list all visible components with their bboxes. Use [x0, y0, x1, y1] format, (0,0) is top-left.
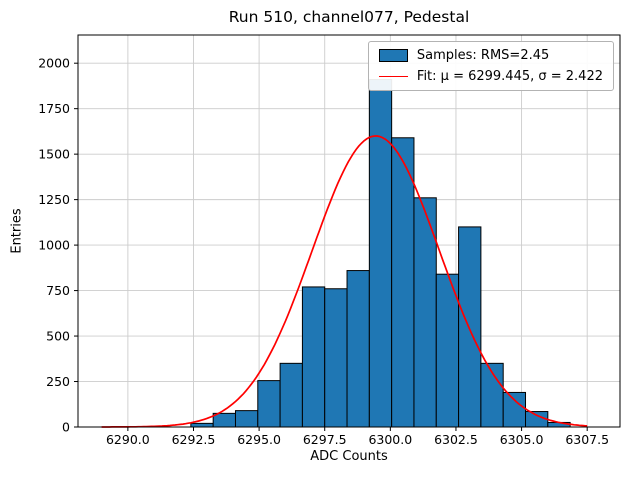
x-tick-label: 6292.5: [172, 432, 216, 447]
y-tick-label: 1750: [38, 101, 70, 116]
chart-title: Run 510, channel077, Pedestal: [228, 8, 470, 26]
y-tick-label: 1500: [38, 147, 70, 162]
y-tick-label: 750: [46, 283, 70, 298]
histogram-bar: [190, 422, 214, 428]
x-tick-label: 6290.0: [106, 432, 150, 447]
y-tick-label: 1250: [38, 192, 70, 207]
y-axis-label: Entries: [9, 208, 25, 254]
legend-item-fit: Fit: μ = 6299.445, σ = 2.422: [378, 69, 603, 84]
fit-line-swatch-icon: [378, 76, 408, 77]
legend-label-samples: Samples: RMS=2.45: [416, 48, 550, 63]
histogram-bar: [368, 79, 393, 428]
x-axis-label: ADC Counts: [310, 449, 388, 464]
histogram-bar: [234, 410, 259, 428]
x-tick-label: 6297.5: [303, 432, 347, 447]
x-tick-label: 6295.0: [237, 432, 281, 447]
histogram-swatch-icon: [378, 49, 408, 62]
histogram-bar: [279, 362, 303, 428]
y-tick-label: 1000: [38, 238, 70, 253]
axes-frame: [77, 34, 621, 428]
legend: Samples: RMS=2.45 Fit: μ = 6299.445, σ =…: [367, 41, 614, 91]
histogram-bar: [458, 226, 482, 428]
y-tick-label: 0: [62, 420, 70, 435]
legend-item-samples: Samples: RMS=2.45: [378, 48, 603, 63]
histogram-bar: [257, 380, 281, 428]
histogram-bar: [301, 286, 326, 428]
histogram-bar: [346, 270, 370, 428]
legend-label-fit: Fit: μ = 6299.445, σ = 2.422: [416, 69, 603, 84]
y-tick-label: 250: [46, 374, 70, 389]
x-tick-label: 6300.0: [368, 432, 412, 447]
x-tick-label: 6302.5: [434, 432, 478, 447]
histogram-bar: [502, 391, 527, 428]
histogram-bar: [324, 288, 348, 428]
histogram-bar: [435, 273, 460, 428]
y-tick-label: 2000: [38, 56, 70, 71]
histogram-bar: [212, 412, 236, 428]
x-tick-label: 6305.0: [500, 432, 544, 447]
y-tick-label: 500: [46, 329, 70, 344]
histogram-bar: [391, 137, 415, 428]
x-tick-label: 6307.5: [565, 432, 609, 447]
fit-curve: [101, 135, 588, 428]
